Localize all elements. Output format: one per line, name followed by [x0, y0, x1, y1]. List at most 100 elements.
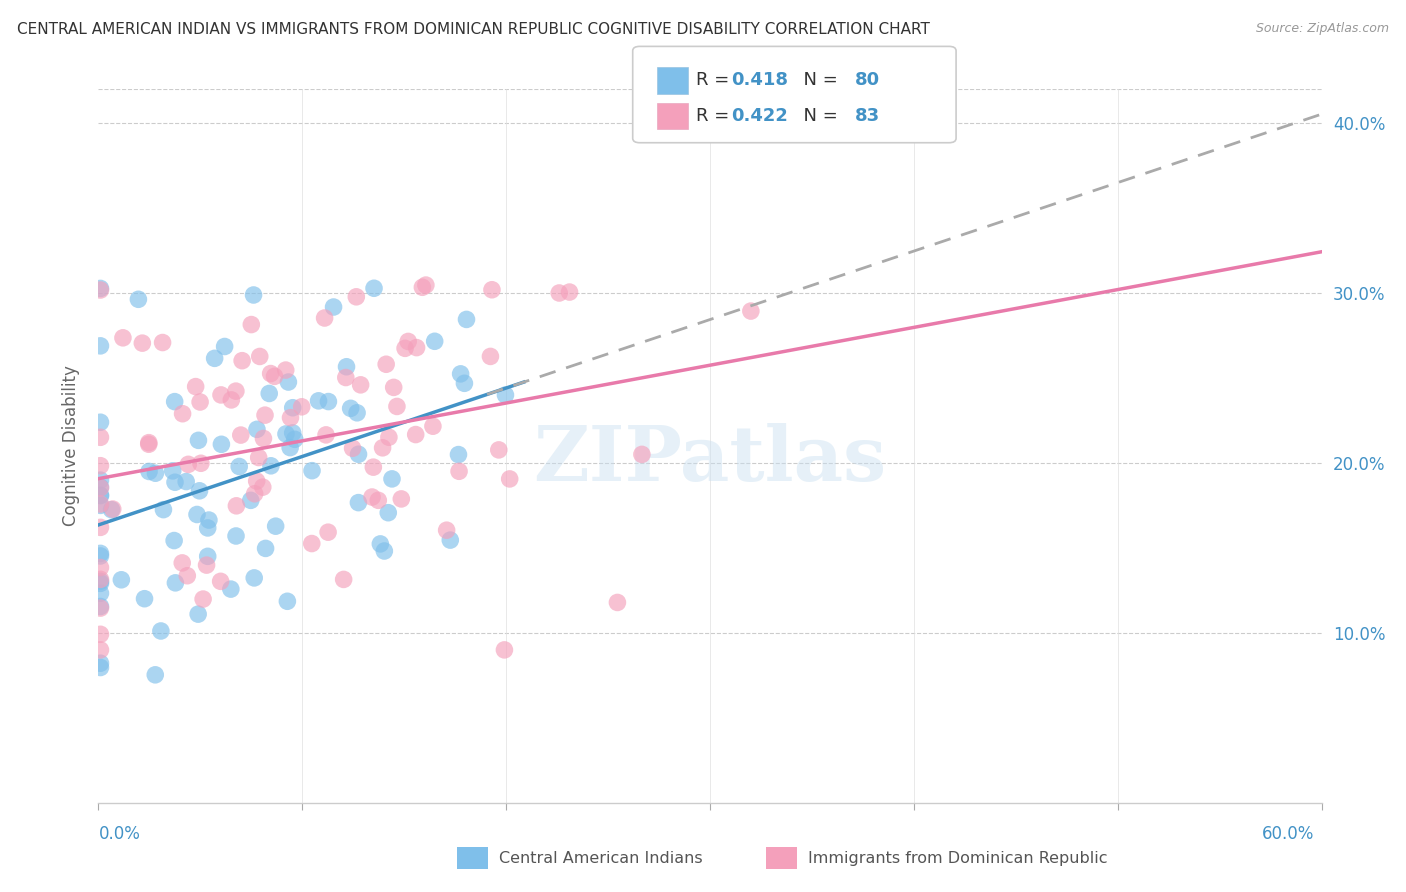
Point — [346, 406, 368, 420]
Point — [280, 410, 302, 425]
Point — [231, 353, 253, 368]
Point — [229, 428, 252, 442]
Point — [134, 591, 156, 606]
Point — [276, 594, 298, 608]
Point — [278, 441, 301, 455]
Point — [89, 546, 111, 560]
Point — [89, 627, 111, 641]
Point — [152, 335, 174, 350]
Point — [214, 339, 236, 353]
Point — [439, 533, 461, 548]
Text: N =: N = — [792, 71, 844, 89]
Point — [249, 350, 271, 364]
Point — [264, 519, 287, 533]
Point — [209, 437, 232, 451]
Point — [339, 401, 361, 416]
Point — [257, 386, 280, 401]
Point — [405, 427, 427, 442]
Point — [382, 380, 405, 394]
Point — [89, 283, 111, 297]
Point — [316, 525, 339, 540]
Point — [89, 281, 111, 295]
Point — [344, 290, 367, 304]
Text: ZIPatlas: ZIPatlas — [533, 424, 887, 497]
Point — [301, 464, 323, 478]
Point — [228, 459, 250, 474]
Point — [89, 480, 111, 494]
Point — [371, 441, 394, 455]
Point — [335, 370, 357, 384]
Point — [89, 601, 111, 615]
Point — [447, 448, 470, 462]
Point — [176, 568, 198, 582]
Point — [89, 339, 111, 353]
Point — [89, 574, 111, 589]
Point — [191, 592, 214, 607]
Point — [291, 400, 314, 414]
Text: Central American Indians: Central American Indians — [499, 851, 703, 865]
Point — [242, 288, 264, 302]
Point — [197, 549, 219, 564]
Point — [165, 575, 187, 590]
Point — [243, 571, 266, 585]
Point — [631, 447, 654, 461]
Point — [361, 490, 384, 504]
Point — [225, 384, 247, 398]
Text: 83: 83 — [855, 107, 880, 125]
Point — [225, 499, 247, 513]
Point — [301, 536, 323, 550]
Point — [204, 351, 226, 366]
Point — [378, 430, 401, 444]
Point — [190, 456, 212, 470]
Point — [163, 475, 186, 490]
Point — [308, 393, 330, 408]
Point — [740, 304, 762, 318]
Point — [89, 549, 111, 563]
Text: R =: R = — [696, 71, 735, 89]
Point — [195, 558, 218, 573]
Point — [89, 660, 111, 674]
Point — [274, 363, 297, 377]
Text: Source: ZipAtlas.com: Source: ZipAtlas.com — [1256, 22, 1389, 36]
Point — [89, 458, 111, 473]
Text: 80: 80 — [855, 71, 880, 89]
Point — [89, 415, 111, 429]
Point — [274, 426, 297, 441]
Point — [111, 331, 134, 345]
Point — [252, 480, 274, 494]
Text: CENTRAL AMERICAN INDIAN VS IMMIGRANTS FROM DOMINICAN REPUBLIC COGNITIVE DISABILI: CENTRAL AMERICAN INDIAN VS IMMIGRANTS FR… — [17, 22, 929, 37]
Point — [89, 560, 111, 574]
Point — [277, 375, 299, 389]
Point — [318, 394, 340, 409]
Point — [347, 447, 370, 461]
Text: 0.418: 0.418 — [731, 71, 789, 89]
Point — [422, 419, 444, 434]
Point — [209, 574, 232, 589]
Point — [138, 437, 160, 451]
Point — [385, 400, 408, 414]
Point — [89, 488, 111, 502]
Point — [247, 450, 270, 465]
Point — [89, 499, 111, 513]
Point — [138, 465, 160, 479]
Point — [89, 657, 111, 671]
Point — [131, 336, 153, 351]
Point — [347, 495, 370, 509]
Text: R =: R = — [696, 107, 735, 125]
Point — [377, 506, 399, 520]
Point — [260, 458, 283, 473]
Point — [198, 513, 221, 527]
Point — [389, 491, 412, 506]
Point — [89, 520, 111, 534]
Point — [89, 643, 111, 657]
Point — [152, 502, 174, 516]
Point — [172, 556, 194, 570]
Point — [281, 425, 304, 440]
Text: 0.0%: 0.0% — [98, 825, 141, 843]
Point — [89, 576, 111, 591]
Point — [239, 493, 262, 508]
Point — [143, 668, 166, 682]
Point — [149, 624, 172, 638]
Point — [89, 430, 111, 444]
Point — [225, 529, 247, 543]
